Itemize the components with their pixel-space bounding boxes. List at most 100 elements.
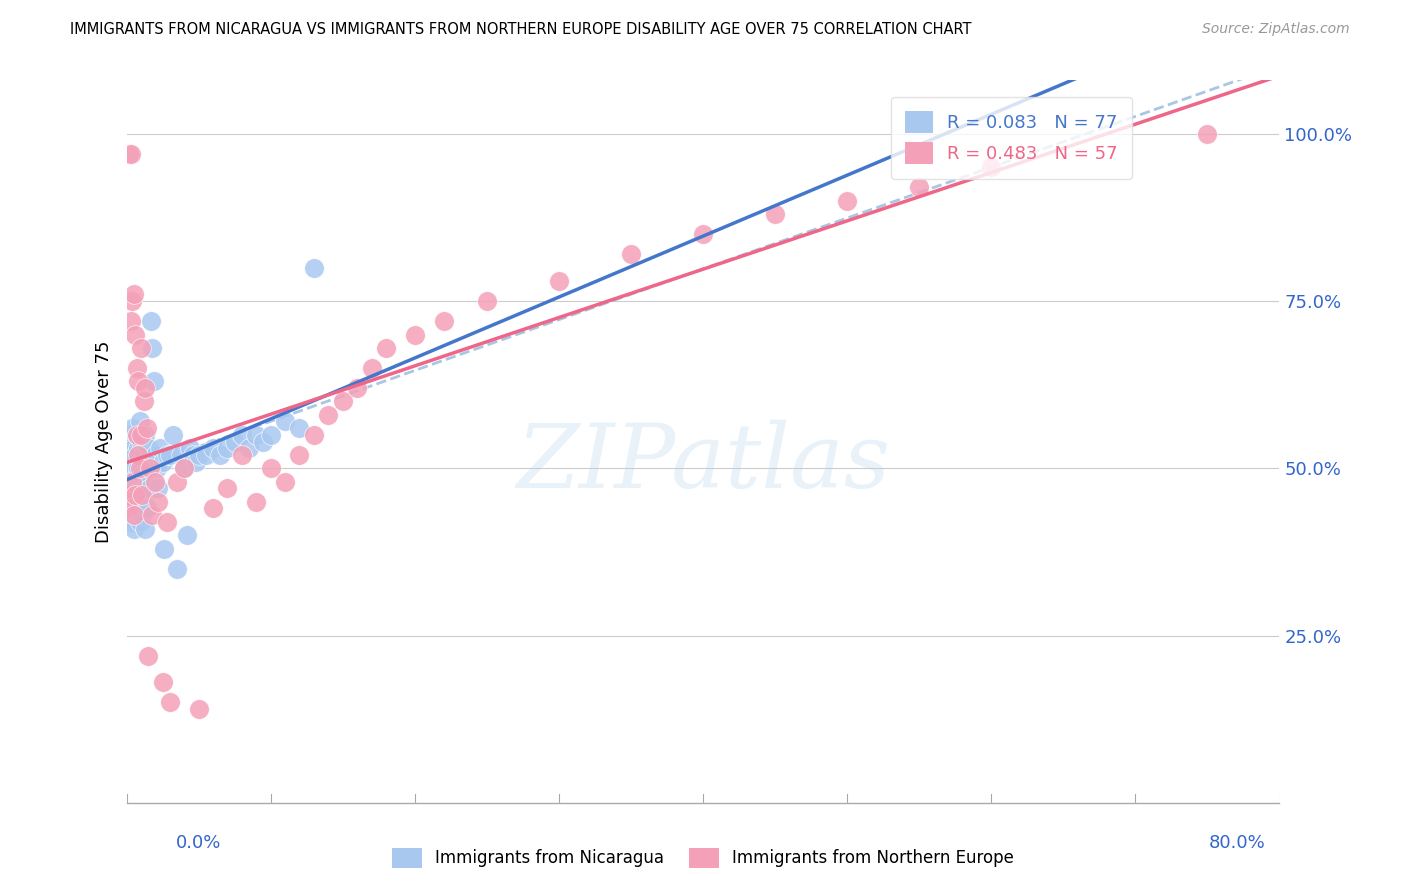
Point <box>433 314 456 328</box>
Legend: Immigrants from Nicaragua, Immigrants from Northern Europe: Immigrants from Nicaragua, Immigrants fr… <box>385 841 1021 875</box>
Text: 80.0%: 80.0% <box>1209 834 1265 852</box>
Point <box>135 501 157 516</box>
Point <box>404 327 426 342</box>
Point <box>118 475 141 489</box>
Point <box>217 482 239 496</box>
Point <box>138 461 160 475</box>
Point <box>129 341 152 355</box>
Point <box>548 274 571 288</box>
Point <box>122 488 145 502</box>
Point <box>156 515 179 529</box>
Point <box>135 421 157 435</box>
Point <box>118 147 141 161</box>
Point <box>146 461 169 475</box>
Point <box>692 227 714 242</box>
Point <box>129 427 152 442</box>
Point <box>217 442 239 455</box>
Point <box>302 427 325 442</box>
Point <box>117 461 139 475</box>
Point <box>121 294 143 309</box>
Point <box>170 448 193 462</box>
Point <box>121 455 143 469</box>
Text: 0.0%: 0.0% <box>176 834 221 852</box>
Point <box>134 427 156 442</box>
Point <box>980 161 1002 175</box>
Point <box>238 442 260 455</box>
Point <box>141 508 163 523</box>
Point <box>245 427 267 442</box>
Point <box>908 180 931 194</box>
Point <box>121 515 143 529</box>
Point <box>145 448 166 462</box>
Text: IMMIGRANTS FROM NICARAGUA VS IMMIGRANTS FROM NORTHERN EUROPE DISABILITY AGE OVER: IMMIGRANTS FROM NICARAGUA VS IMMIGRANTS … <box>70 22 972 37</box>
Point <box>252 434 274 449</box>
Point <box>274 414 297 429</box>
Point <box>360 361 382 376</box>
Point <box>274 475 297 489</box>
Point <box>125 361 148 376</box>
Point <box>117 488 139 502</box>
Point <box>128 461 150 475</box>
Point <box>302 260 325 275</box>
Text: Source: ZipAtlas.com: Source: ZipAtlas.com <box>1202 22 1350 37</box>
Point <box>120 467 142 482</box>
Point <box>136 648 159 663</box>
Point <box>128 475 150 489</box>
Point <box>620 247 643 261</box>
Point <box>136 475 159 489</box>
Point <box>166 562 188 576</box>
Point <box>124 482 146 496</box>
Point <box>835 194 858 208</box>
Point <box>152 455 174 469</box>
Point <box>202 442 225 455</box>
Point <box>475 294 498 309</box>
Point <box>127 461 149 475</box>
Point <box>136 442 159 455</box>
Point <box>134 381 156 395</box>
Point <box>117 448 139 462</box>
Point <box>187 448 209 462</box>
Point <box>149 442 172 455</box>
Point <box>152 675 174 690</box>
Point <box>131 488 153 502</box>
Point <box>142 375 165 389</box>
Point <box>135 461 157 475</box>
Point <box>1197 127 1219 141</box>
Point <box>128 515 150 529</box>
Point <box>129 482 152 496</box>
Point <box>129 434 152 449</box>
Point <box>173 461 195 475</box>
Point <box>259 427 281 442</box>
Point <box>124 448 146 462</box>
Point <box>166 475 188 489</box>
Point <box>148 482 170 496</box>
Point <box>139 314 162 328</box>
Point <box>118 501 141 516</box>
Point <box>288 448 311 462</box>
Point <box>121 475 143 489</box>
Point <box>162 427 184 442</box>
Point <box>332 394 354 409</box>
Point <box>120 147 142 161</box>
Point <box>288 421 311 435</box>
Point <box>122 442 145 455</box>
Point <box>231 427 253 442</box>
Point <box>194 448 217 462</box>
Point <box>131 508 153 523</box>
Point <box>127 375 149 389</box>
Point <box>122 461 145 475</box>
Point <box>145 475 166 489</box>
Text: ZIPatlas: ZIPatlas <box>516 420 890 507</box>
Point <box>128 414 150 429</box>
Point <box>138 482 160 496</box>
Point <box>132 448 155 462</box>
Point <box>153 541 176 556</box>
Point <box>374 341 398 355</box>
Point <box>120 494 142 508</box>
Point <box>127 488 149 502</box>
Point <box>129 494 152 508</box>
Point <box>121 421 143 435</box>
Point <box>259 461 281 475</box>
Point <box>129 455 152 469</box>
Point <box>231 448 253 462</box>
